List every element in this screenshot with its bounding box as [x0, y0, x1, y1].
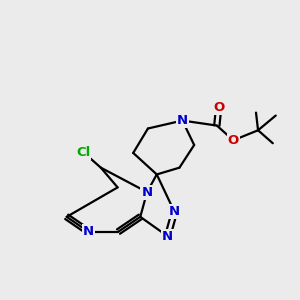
Text: N: N	[82, 225, 94, 238]
Text: N: N	[162, 230, 173, 243]
Text: Cl: Cl	[76, 146, 90, 159]
Text: O: O	[213, 101, 224, 114]
Text: N: N	[169, 205, 180, 218]
Text: O: O	[228, 134, 239, 147]
Text: N: N	[177, 114, 188, 127]
Text: N: N	[142, 186, 153, 199]
